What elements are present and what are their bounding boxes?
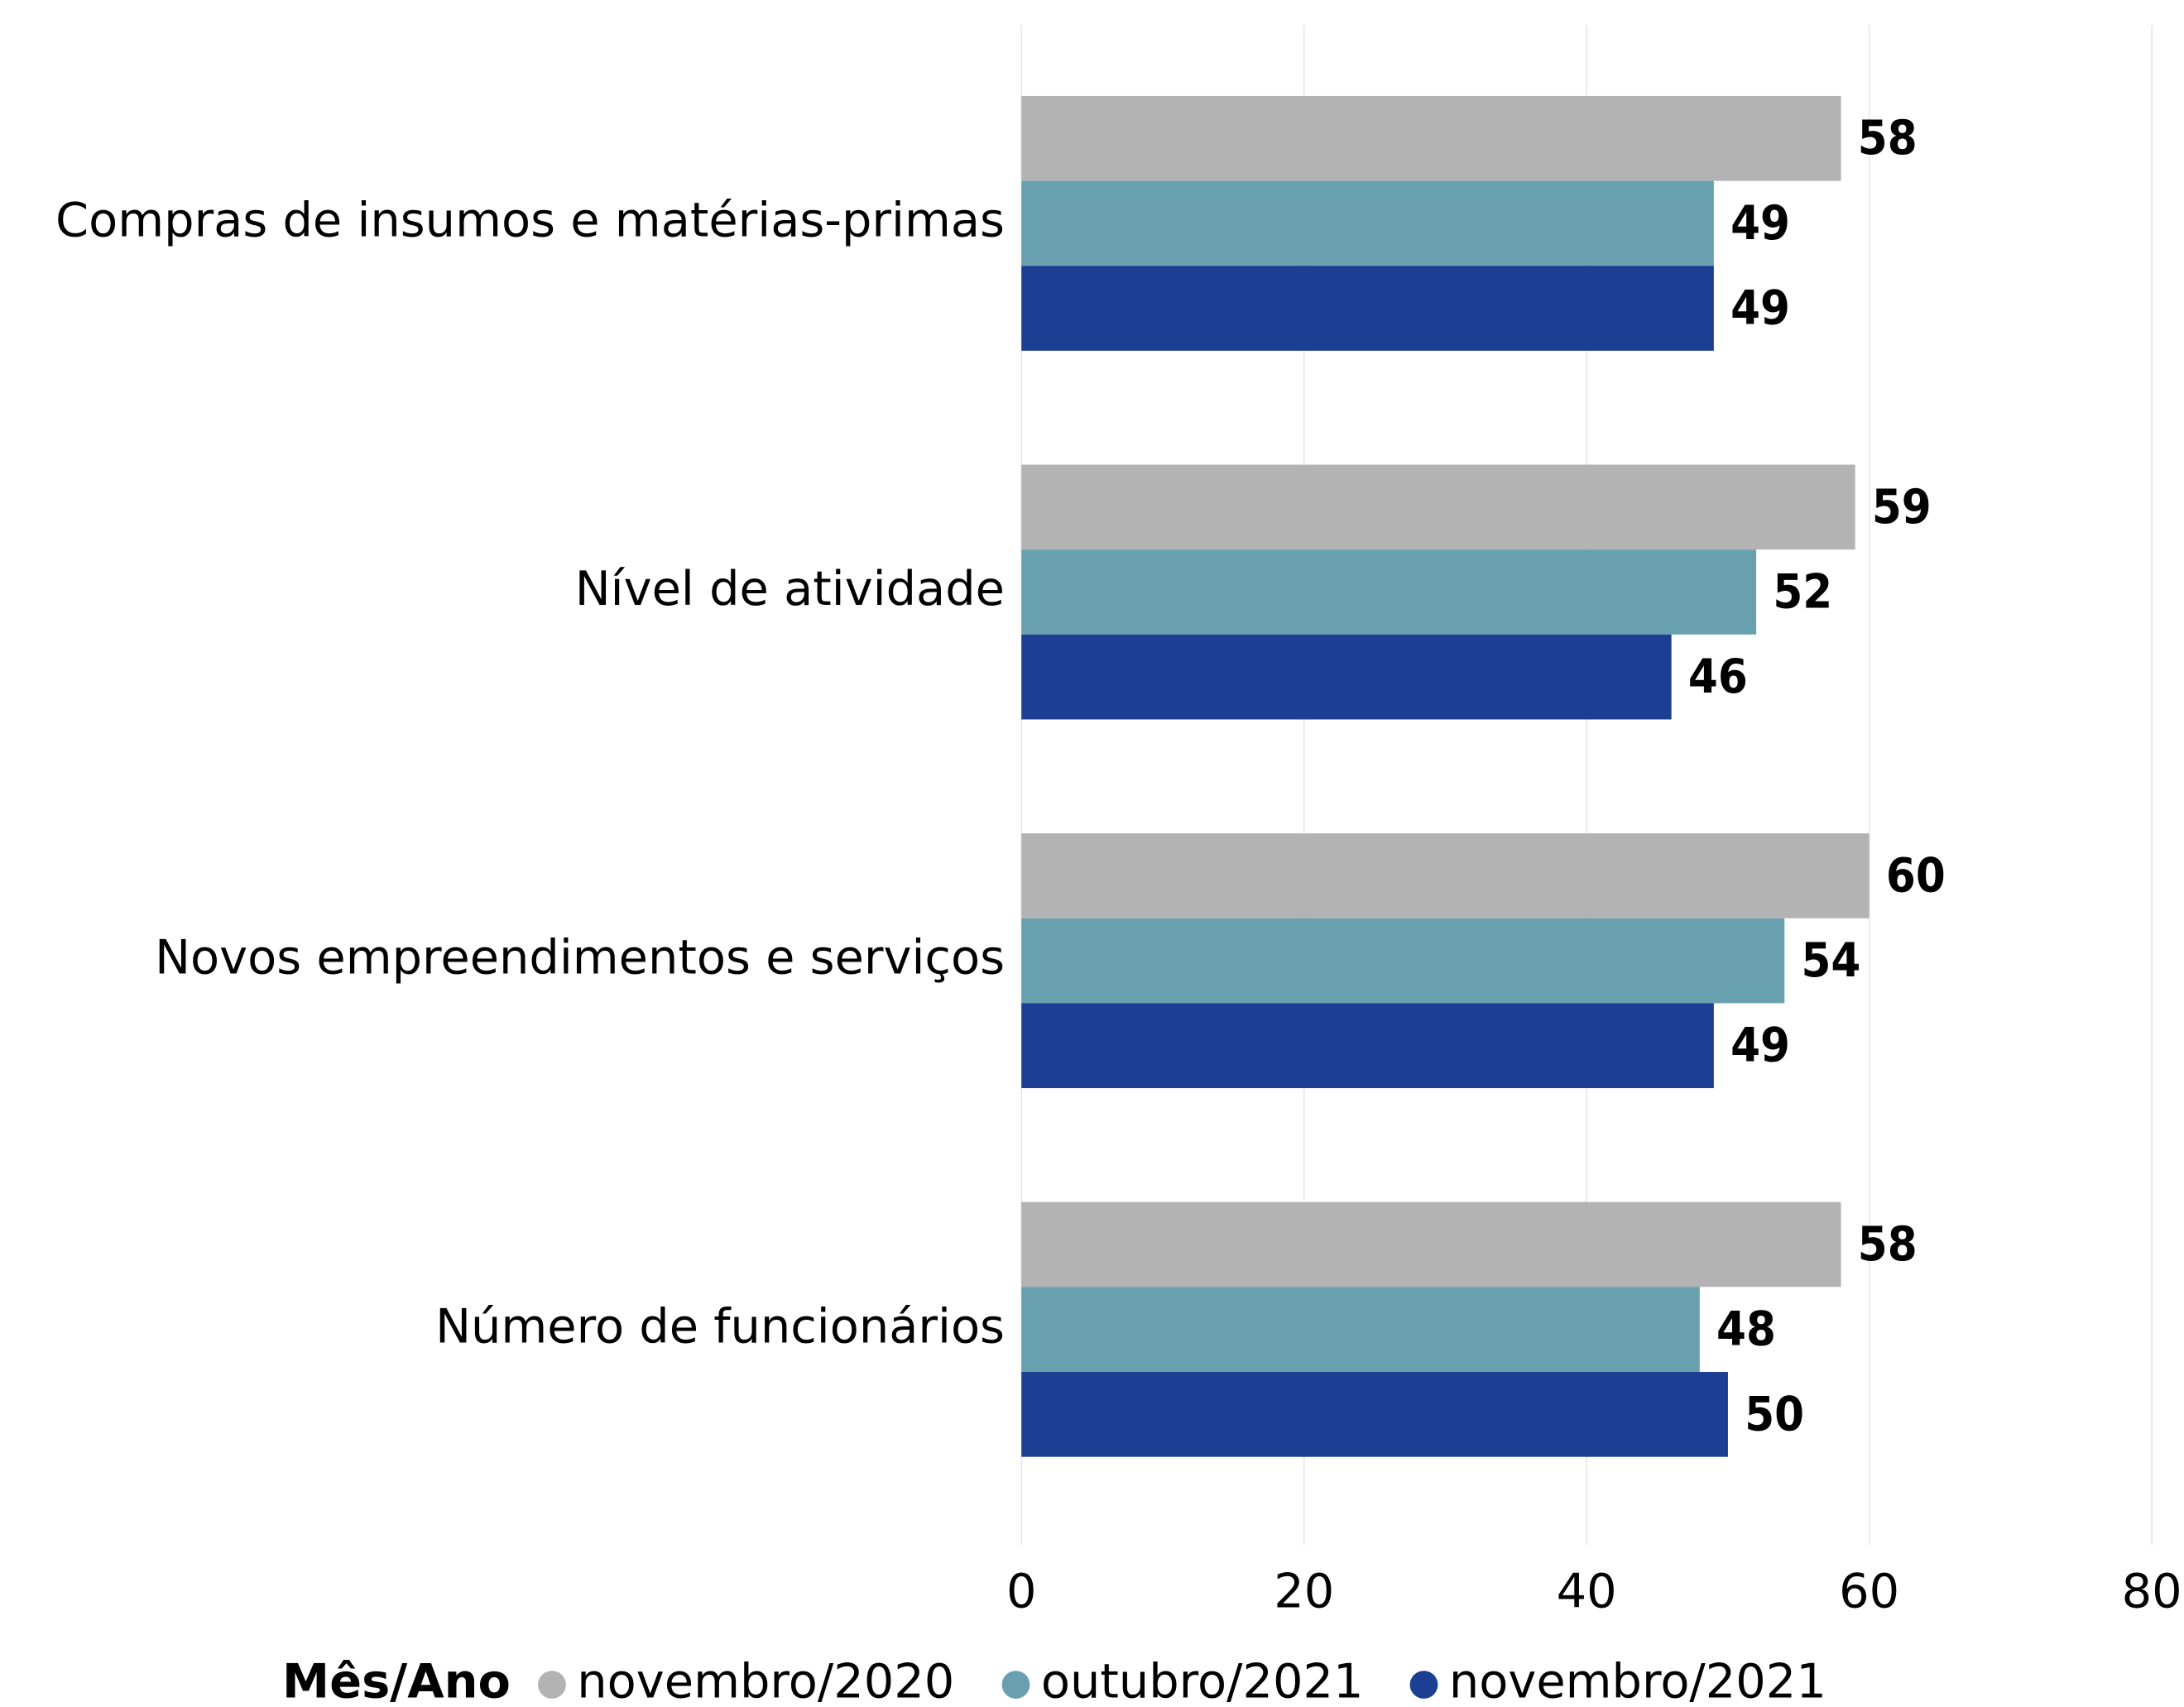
x-tick-label: 20 — [1274, 1563, 1334, 1618]
value-label: 49 — [1730, 281, 1790, 336]
bar — [1021, 1201, 1841, 1287]
category-label: Novos empreendimentos e serviços — [155, 930, 1005, 985]
category-label: Número de funcionários — [435, 1298, 1005, 1354]
bar — [1021, 833, 1870, 918]
value-label: 50 — [1745, 1386, 1804, 1441]
value-label: 54 — [1801, 933, 1860, 988]
legend-swatch — [1409, 1671, 1438, 1699]
x-tick-label: 60 — [1839, 1563, 1899, 1618]
legend-title: Mês/Ano — [282, 1654, 511, 1707]
bar — [1021, 464, 1855, 550]
bar — [1021, 918, 1785, 1004]
legend-swatch — [538, 1671, 566, 1699]
value-label: 52 — [1773, 564, 1832, 620]
legend-label: novembro/2021 — [1449, 1654, 1826, 1707]
value-label: 49 — [1730, 1018, 1790, 1073]
value-label: 58 — [1858, 1216, 1918, 1272]
value-label: 59 — [1872, 479, 1932, 535]
x-tick-label: 80 — [2122, 1563, 2182, 1618]
bar — [1021, 266, 1714, 351]
legend-label: novembro/2020 — [577, 1654, 954, 1707]
bar — [1021, 180, 1714, 266]
legend-label: outubro/2021 — [1041, 1654, 1364, 1707]
bar — [1021, 1372, 1728, 1457]
x-tick-label: 40 — [1557, 1563, 1617, 1618]
value-label: 48 — [1716, 1302, 1776, 1357]
value-label: 46 — [1688, 649, 1748, 704]
category-label: Compras de insumos e matérias-primas — [55, 193, 1005, 248]
bar — [1021, 549, 1757, 635]
category-label: Nível de atividade — [575, 561, 1005, 616]
x-tick-label: 0 — [1006, 1563, 1037, 1618]
value-label: 60 — [1886, 848, 1946, 904]
legend-swatch — [1001, 1671, 1030, 1699]
bar — [1021, 95, 1841, 181]
value-label: 58 — [1858, 110, 1918, 165]
bar — [1021, 634, 1672, 720]
bar — [1021, 1287, 1700, 1373]
value-label: 49 — [1730, 195, 1790, 251]
bar — [1021, 1003, 1714, 1089]
